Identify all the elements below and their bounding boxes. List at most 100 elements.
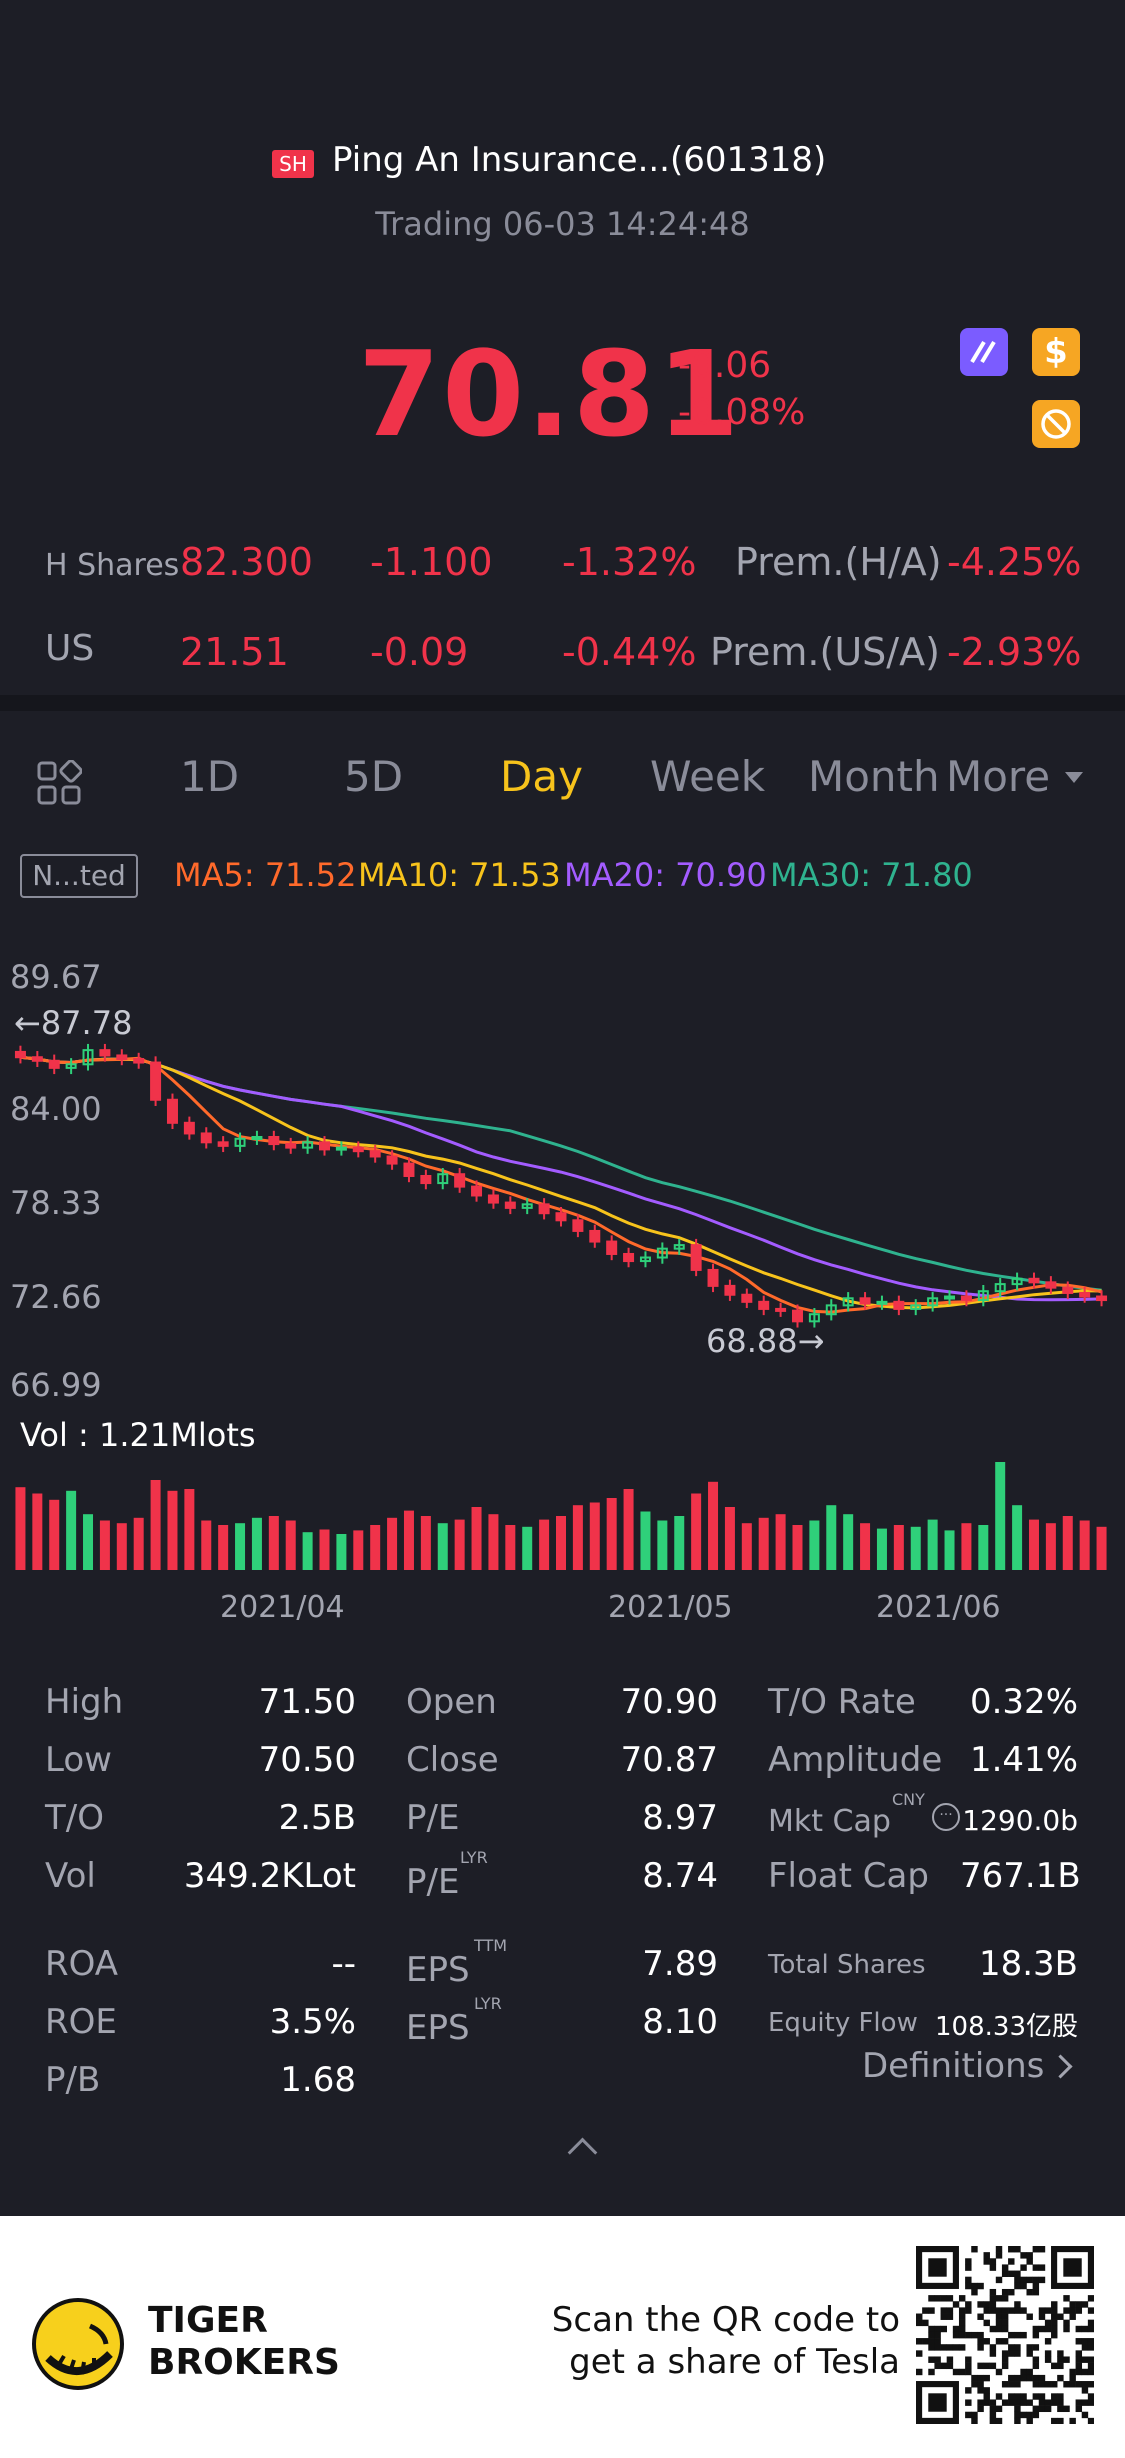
qr-module [1063,2325,1070,2333]
qr-module [965,2282,972,2290]
layout-grid-icon[interactable] [36,759,83,806]
qr-module [1057,2399,1064,2406]
volume-bar [893,1525,904,1570]
stat-value-pe: 8.97 [642,1798,718,1838]
stat-label-eps-lyr: EPS [406,2008,470,2048]
qr-module [995,2246,1003,2253]
qr-module [934,2331,941,2339]
related-change-pct-h: -1.32% [562,540,697,584]
volume-bar [387,1517,398,1570]
qr-module [1032,2362,1040,2370]
definitions-link[interactable]: Definitions [862,2046,1045,2086]
ma30-line [20,1055,1102,1292]
qr-module [1081,2301,1089,2308]
stat-label-close: Close [406,1740,499,1780]
volume-bar [319,1529,330,1570]
premium-label-h: Prem.(H/A) [735,540,942,584]
qr-module [983,2362,990,2370]
qr-module [1020,2276,1027,2284]
tab-1d[interactable]: 1D [180,752,240,801]
qr-module [989,2399,997,2406]
ma5-line [20,1055,1102,1314]
premium-value-us: -2.93% [947,630,1082,674]
current-price: 70.81 [358,325,742,463]
qr-module [1057,2374,1064,2382]
tab-5d[interactable]: 5D [344,752,404,801]
qr-module [934,2325,941,2333]
qr-module [1051,2319,1058,2327]
volume-bar [83,1514,94,1570]
qr-module [1032,2381,1040,2388]
stock-title[interactable]: Ping An Insurance...(601318) [332,140,827,180]
qr-module [1087,2399,1094,2406]
qr-module [1087,2362,1094,2370]
qr-module [928,2338,935,2345]
qr-module [965,2258,972,2265]
candle-body [251,1135,263,1140]
qr-module [1001,2288,1009,2296]
qr-module [1051,2417,1058,2424]
stat-label-mkt-cap: Mkt Cap [768,1804,891,1839]
candle-body [200,1132,212,1144]
stat-label-volume: Vol [45,1856,96,1896]
premium-label-us: Prem.(US/A) [710,630,940,674]
price-chart[interactable] [0,960,1125,1390]
x-tick-label: 2021/04 [220,1590,345,1625]
qr-module [1051,2381,1058,2388]
candle-body [538,1203,550,1215]
qr-module [977,2362,984,2370]
volume-bar [150,1480,161,1570]
stat-label-pb: P/B [45,2060,101,2100]
stat-label-pe: P/E [406,1798,460,1838]
more-options-icon[interactable]: ··· [932,1803,960,1831]
volume-chart[interactable] [0,1460,1125,1575]
volume-bar [775,1514,786,1570]
volume-bar [741,1523,752,1570]
qr-module [995,2295,1003,2302]
qr-module [1020,2252,1027,2259]
qr-module [1063,2258,1082,2277]
draw-tool-icon[interactable] [960,328,1008,376]
qr-module [1081,2411,1089,2419]
candle-body [690,1244,702,1271]
qr-module [928,2344,935,2351]
candle-body [960,1295,972,1302]
stat-label-roa: ROA [45,1944,119,1984]
qr-module [1044,2381,1052,2388]
qr-module [1026,2368,1033,2376]
qr-module [1075,2405,1083,2413]
candle-body [150,1061,162,1101]
qr-module [1038,2276,1046,2284]
qr-module [989,2307,997,2314]
qr-module [958,2313,966,2320]
ma10-label: MA10: 71.53 [358,856,561,894]
stat-label-to-rate: T/O Rate [768,1682,916,1722]
candle-body [65,1063,77,1069]
tab-week[interactable]: Week [650,752,766,801]
qr-module [958,2331,966,2339]
tab-day[interactable]: Day [500,752,583,801]
adjust-toggle[interactable]: N...ted [20,854,138,898]
volume-bar [809,1520,820,1570]
candle-body [1079,1291,1091,1298]
qr-code-icon[interactable] [916,2246,1094,2424]
candle-body [521,1203,533,1209]
qr-module [916,2319,923,2327]
price-change: -0.06 [678,345,772,386]
qr-module [971,2288,978,2296]
qr-module [928,2307,935,2314]
qr-module [995,2252,1003,2259]
tab-more[interactable]: More [946,752,1051,801]
tab-month[interactable]: Month [808,752,940,801]
qr-module [1026,2350,1033,2357]
dollar-icon[interactable]: $ [1032,328,1080,376]
qr-module [1051,2307,1058,2314]
candle-body [606,1240,618,1255]
qr-module [1032,2411,1040,2419]
no-trade-icon[interactable] [1032,400,1080,448]
candle-body [82,1049,94,1066]
qr-module [1001,2295,1009,2302]
qr-module [1075,2368,1083,2376]
qr-module [1032,2276,1040,2284]
eps-lyr-superscript: LYR [474,1994,502,2013]
